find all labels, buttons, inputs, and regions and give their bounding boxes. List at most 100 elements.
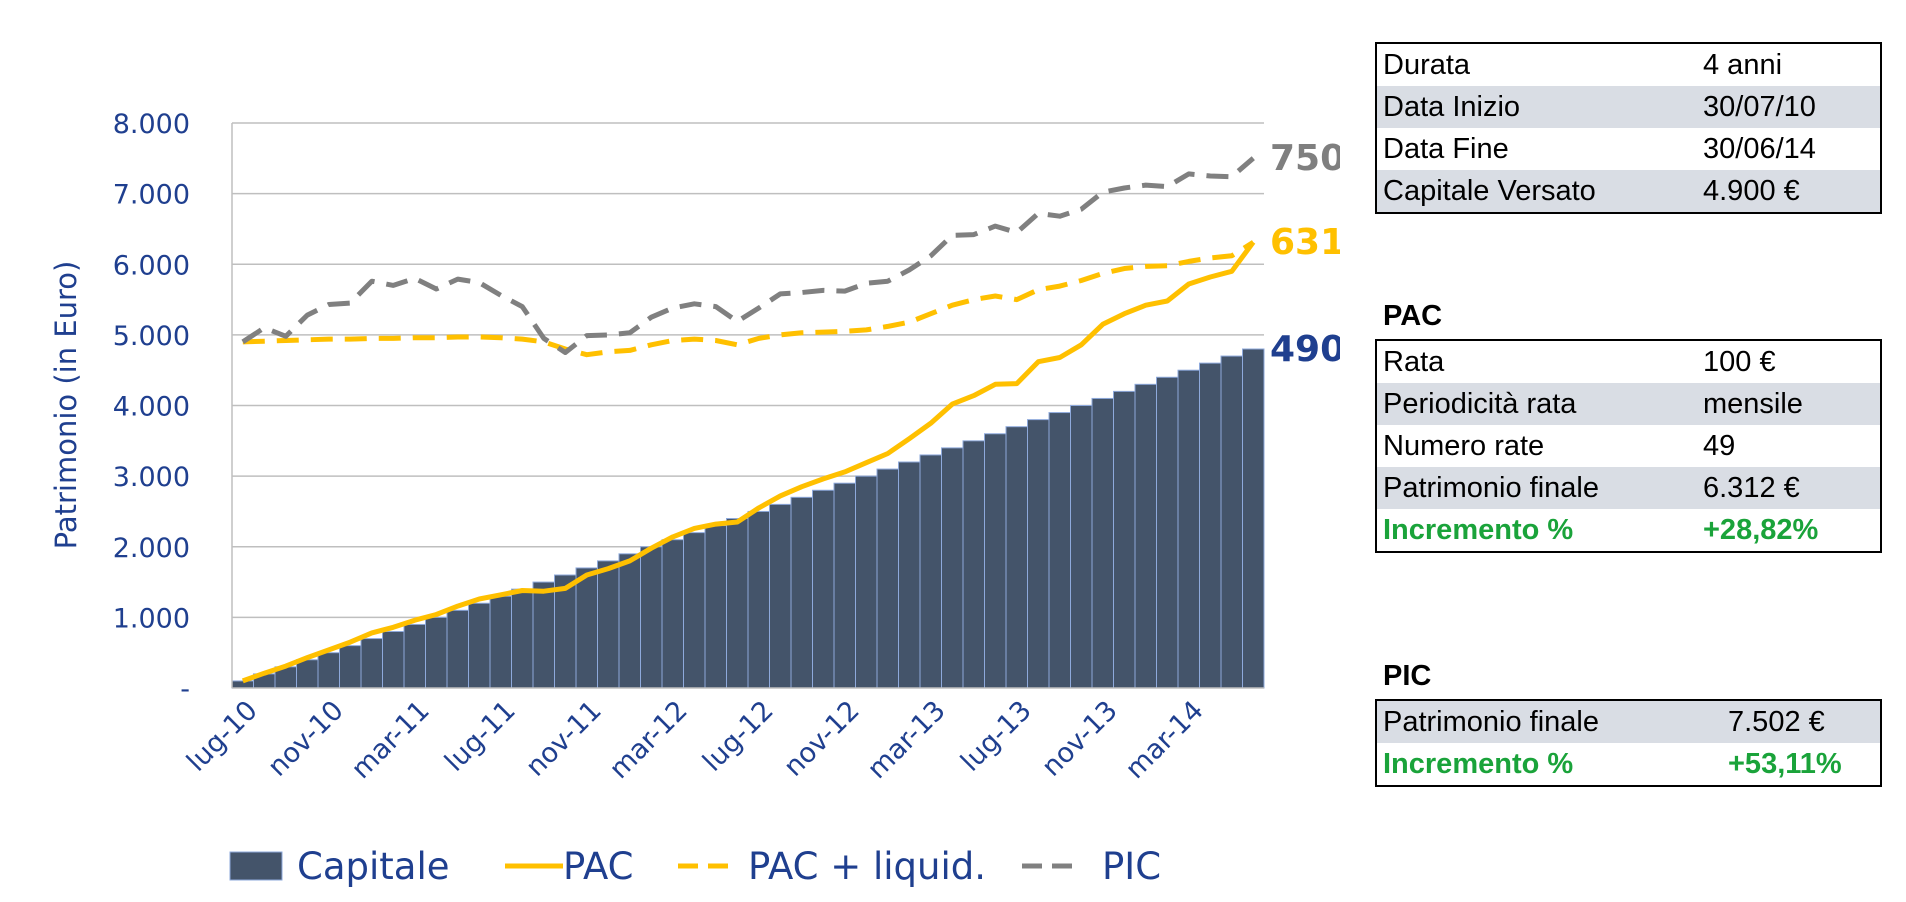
y-axis-label: Patrimonio (in Euro) [49, 261, 83, 550]
summary-label: Capitale Versato [1376, 170, 1697, 213]
capitale-bar [1199, 362, 1222, 689]
summary-value: 4.900 € [1697, 170, 1881, 213]
pic-value: 7.502 € [1722, 700, 1881, 743]
pac-row-periodicita: Periodicità rata mensile [1376, 383, 1881, 425]
capitale-bar [339, 645, 362, 689]
capitale-bar [489, 595, 512, 689]
summary-row-data-fine: Data Fine 30/06/14 [1376, 128, 1881, 170]
capitale-bar [1027, 419, 1050, 689]
investment-chart: - 1.000 2.000 3.000 4.000 5.000 6.000 7.000 8.00… [49, 109, 1340, 888]
x-tick-label: mar-11 [346, 695, 436, 785]
capitale-bar [726, 518, 749, 689]
summary-value: 4 anni [1703, 49, 1783, 81]
capitale-bar [704, 525, 727, 689]
x-tick-label: mar-13 [862, 695, 952, 785]
summary-row-capitale-versato: Capitale Versato 4.900 € [1376, 170, 1881, 213]
capitale-bar [1070, 405, 1093, 689]
capitale-bar [1091, 397, 1114, 689]
series-lines [241, 156, 1256, 684]
y-tick-label: 1.000 [113, 603, 190, 634]
capitale-bar [296, 659, 319, 689]
end-value-labels: 7502 6312 4900 [1270, 138, 1340, 370]
capitale-bar [618, 553, 641, 689]
summary-label: Data Fine [1383, 133, 1509, 165]
capitale-bar [747, 510, 770, 689]
end-label-pac: 6312 [1270, 222, 1340, 263]
pic-label: Incremento % [1383, 748, 1574, 780]
end-label-pic: 7502 [1270, 138, 1340, 179]
legend-label: PAC [563, 845, 633, 888]
pac-liquid-line [242, 240, 1255, 358]
pac-row-numero-rate: Numero rate 49 [1376, 425, 1881, 467]
summary-label: Data Inizio [1376, 86, 1697, 128]
x-tick-label: lug-10 [181, 695, 264, 778]
y-tick-label: 2.000 [113, 533, 190, 564]
capitale-bar [661, 539, 684, 689]
y-tick-label: 6.000 [113, 250, 190, 281]
capitale-bar [833, 482, 856, 689]
capitale-bar [231, 680, 254, 689]
summary-value: 30/07/10 [1697, 86, 1881, 128]
capitale-bar [597, 560, 620, 689]
capitale-bar [575, 567, 598, 689]
summary-row-data-inizio: Data Inizio 30/07/10 [1376, 86, 1881, 128]
capitale-bar [511, 588, 534, 689]
y-tick-label: 3.000 [113, 462, 190, 493]
legend-swatch-capitale [229, 851, 283, 881]
y-tick-labels: - 1.000 2.000 3.000 4.000 5.000 6.000 7.000 8.00… [113, 109, 190, 705]
pic-row-incremento: Incremento % +53,11% [1376, 743, 1881, 786]
capitale-bar [403, 623, 426, 689]
pac-title: PAC [1383, 300, 1443, 332]
capitale-bar [1113, 390, 1136, 689]
pac-row-incremento: Incremento % +28,82% [1376, 509, 1881, 552]
capitale-bar [317, 652, 340, 689]
pic-row-patrimonio-finale: Patrimonio finale 7.502 € [1376, 700, 1881, 743]
summary-row-durata: Durata 4 anni [1376, 43, 1881, 86]
y-tick-label: 4.000 [113, 392, 190, 423]
pac-label: Numero rate [1383, 430, 1545, 462]
capitale-bar [984, 433, 1007, 689]
capitale-bar [1177, 369, 1200, 689]
x-tick-label: nov-10 [262, 695, 350, 783]
summary-table: Durata 4 anni Data Inizio 30/07/10 Data … [1375, 42, 1882, 214]
legend-label: Capitale [297, 845, 450, 888]
x-tick-label: lug-11 [439, 695, 522, 778]
capitale-bar [790, 496, 813, 689]
capitale-bar [468, 602, 491, 689]
capitale-bars [231, 348, 1265, 689]
pac-label: Periodicità rata [1376, 383, 1697, 425]
capitale-bar [919, 454, 942, 689]
capitale-bar [812, 489, 835, 689]
pac-row-patrimonio-finale: Patrimonio finale 6.312 € [1376, 467, 1881, 509]
pic-title: PIC [1383, 660, 1432, 692]
y-tick-label: 5.000 [113, 321, 190, 352]
pac-label: Patrimonio finale [1376, 467, 1697, 509]
capitale-bar [962, 440, 985, 689]
x-tick-label: lug-13 [955, 695, 1038, 778]
pac-value: mensile [1697, 383, 1881, 425]
capitale-bar [360, 638, 383, 689]
pac-line [241, 240, 1256, 684]
capitale-bar [876, 468, 899, 689]
x-tick-label: nov-12 [778, 695, 866, 783]
pac-value: 49 [1703, 430, 1736, 462]
x-tick-label: nov-13 [1036, 695, 1124, 783]
end-label-capitale: 4900 [1270, 329, 1340, 370]
capitale-bar [1048, 412, 1071, 689]
pic-value: +53,11% [1728, 748, 1842, 780]
capitale-bar [640, 546, 663, 689]
summary-label: Durata [1383, 49, 1471, 81]
capitale-bar [425, 616, 448, 689]
y-tick-label: 7.000 [113, 180, 190, 211]
x-tick-label: mar-12 [604, 695, 694, 785]
pac-value: 6.312 € [1697, 467, 1881, 509]
capitale-bar [532, 581, 555, 689]
y-tick-label: 8.000 [113, 109, 190, 140]
pac-value: 100 € [1703, 346, 1776, 378]
capitale-bar [1242, 348, 1265, 689]
pic-table: Patrimonio finale 7.502 € Incremento % +… [1375, 699, 1882, 787]
capitale-bar [382, 631, 405, 689]
legend-label: PAC + liquid. [748, 845, 986, 888]
capitale-bar [1005, 426, 1028, 689]
